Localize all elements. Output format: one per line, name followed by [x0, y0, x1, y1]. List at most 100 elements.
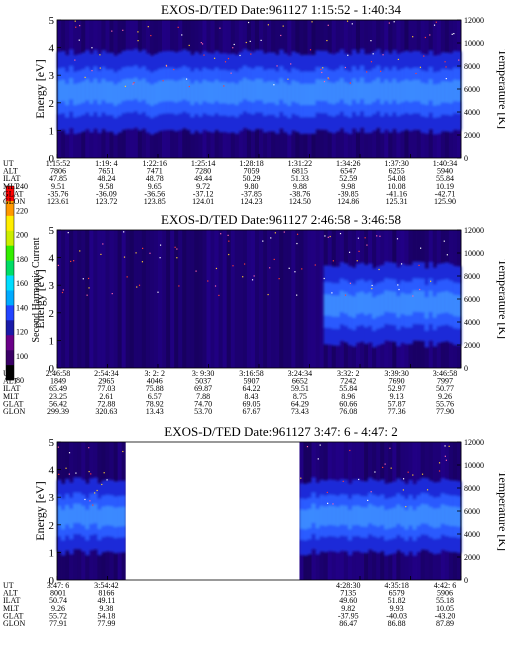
- speckle-point: [444, 445, 446, 447]
- band-core: [436, 83, 442, 105]
- speckle-point: [379, 235, 381, 237]
- band-core: [404, 79, 409, 101]
- speckle-point: [242, 276, 244, 278]
- band-core: [222, 81, 228, 104]
- background-column: [93, 230, 98, 368]
- band-core: [448, 82, 454, 104]
- spectrogram-panel-1: EXOS-D/TED Date:961127 1:15:52 - 1:40:34…: [3, 2, 505, 206]
- colorbar-tick-label: 140: [16, 303, 28, 312]
- band-core: [85, 79, 90, 101]
- table-cell: -36.09: [96, 189, 117, 198]
- panel-title: EXOS-D/TED Date:961127 1:15:52 - 1:40:34: [161, 2, 401, 17]
- band-core: [93, 78, 98, 100]
- table-cell: 1:19: 4: [95, 159, 117, 168]
- band-core: [202, 79, 207, 102]
- table-cell: 1:28:18: [239, 159, 263, 168]
- table-cell: 3:54:42: [94, 581, 118, 590]
- y2-tick-label: 6000: [464, 85, 480, 94]
- speckle-point: [349, 282, 352, 284]
- band-core: [432, 296, 438, 318]
- band-core: [117, 507, 123, 527]
- band-core: [287, 84, 292, 106]
- speckle-point: [323, 277, 325, 280]
- speckle-point: [270, 237, 272, 239]
- y-tick-label: 5: [49, 15, 55, 27]
- table-cell: 5037: [195, 377, 211, 386]
- table-row-label: GLAT: [3, 611, 24, 620]
- speckle-point: [288, 267, 290, 269]
- speckle-point: [136, 286, 138, 288]
- table-cell: 64.22: [243, 384, 261, 393]
- table-cell: 4:42: 6: [434, 581, 456, 590]
- speckle-point: [100, 253, 102, 256]
- speckle-point: [400, 263, 403, 265]
- band-core: [412, 510, 417, 530]
- band-core: [242, 77, 248, 100]
- table-cell: -37.85: [241, 189, 262, 198]
- speckle-point: [132, 83, 134, 85]
- speckle-point: [322, 67, 324, 69]
- background-column: [65, 230, 70, 368]
- band-core: [327, 82, 333, 104]
- band-core: [271, 81, 276, 103]
- background-column: [315, 230, 320, 368]
- band-core: [166, 79, 171, 102]
- speckle-point: [358, 478, 360, 481]
- colorbar-tick-label: 180: [16, 255, 28, 264]
- background-column: [89, 230, 94, 368]
- speckle-point: [448, 445, 450, 447]
- speckle-point: [301, 268, 303, 270]
- table-cell: -39.85: [338, 189, 359, 198]
- orbit-table: UT 3:47: 6 3:54:42 4:28:30 4:35:18 4:42: 6 ALT…: [3, 581, 456, 628]
- colorbar-tick-label: 240: [16, 182, 28, 191]
- speckle-point: [267, 293, 269, 296]
- table-cell: 69.87: [194, 384, 212, 393]
- colorbar-segment: [6, 275, 14, 291]
- band-core: [400, 80, 405, 103]
- background-column: [299, 230, 304, 368]
- band-core: [178, 80, 183, 102]
- speckle-point: [287, 78, 289, 80]
- band-core: [295, 81, 300, 104]
- speckle-point: [249, 40, 251, 43]
- table-cell: 1:31:22: [288, 159, 312, 168]
- background-column: [153, 230, 159, 368]
- table-cell: 9.26: [51, 604, 65, 613]
- speckle-point: [351, 23, 353, 25]
- speckle-point: [273, 258, 275, 261]
- background-column: [246, 230, 252, 368]
- panel-title: EXOS-D/TED Date:961127 3:47: 6 - 4:47: 2: [164, 424, 398, 439]
- table-cell: 77.90: [436, 407, 454, 416]
- speckle-point: [372, 53, 374, 55]
- band-core: [456, 80, 462, 102]
- table-cell: 3:39:30: [384, 369, 408, 378]
- band-core: [452, 79, 458, 102]
- band-core: [376, 507, 381, 527]
- speckle-point: [426, 489, 429, 491]
- speckle-point: [230, 72, 232, 74]
- orbit-table: UT 2:46:58 2:54:34 3: 2: 2 3: 9:30 3:16:58 3:2…: [3, 369, 457, 416]
- background-column: [210, 230, 215, 368]
- speckle-point: [247, 21, 250, 24]
- band-core: [424, 297, 430, 319]
- speckle-point: [82, 278, 84, 280]
- background-column: [190, 230, 195, 368]
- speckle-point: [366, 71, 368, 73]
- band-core: [404, 510, 409, 530]
- background-column: [85, 230, 90, 368]
- band-core: [218, 82, 224, 104]
- band-core: [129, 79, 135, 101]
- speckle-point: [124, 85, 127, 87]
- table-cell: 9.13: [390, 392, 404, 401]
- y-tick-label: 2: [49, 520, 55, 532]
- y2-tick-label: 12000: [464, 226, 484, 235]
- speckle-point: [376, 235, 378, 237]
- band-core: [57, 505, 62, 526]
- table-cell: 77.91: [49, 619, 67, 628]
- colorbar-segment: [6, 350, 14, 366]
- band-core: [428, 79, 434, 101]
- table-cell: 56.42: [49, 399, 67, 408]
- table-cell: 50.29: [243, 174, 261, 183]
- table-cell: 9.88: [293, 182, 307, 191]
- band-core: [153, 82, 159, 105]
